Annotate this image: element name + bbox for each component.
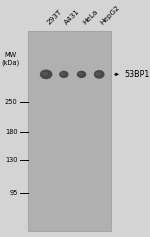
Text: A431: A431 bbox=[64, 8, 81, 26]
Ellipse shape bbox=[95, 72, 101, 75]
Ellipse shape bbox=[94, 70, 105, 79]
Text: 180: 180 bbox=[5, 129, 18, 135]
Text: 293T: 293T bbox=[46, 9, 63, 26]
Text: 53BP1: 53BP1 bbox=[124, 70, 150, 79]
Ellipse shape bbox=[77, 71, 86, 78]
Ellipse shape bbox=[59, 71, 69, 78]
Text: HepG2: HepG2 bbox=[99, 4, 121, 26]
Ellipse shape bbox=[40, 69, 52, 79]
Ellipse shape bbox=[78, 72, 83, 75]
Ellipse shape bbox=[60, 72, 65, 75]
Text: 250: 250 bbox=[5, 99, 18, 105]
Text: MW
(kDa): MW (kDa) bbox=[1, 52, 19, 66]
Ellipse shape bbox=[41, 72, 48, 75]
Text: HeLa: HeLa bbox=[81, 9, 99, 26]
Text: 95: 95 bbox=[9, 190, 18, 196]
FancyBboxPatch shape bbox=[28, 31, 111, 231]
Text: 130: 130 bbox=[5, 157, 18, 163]
